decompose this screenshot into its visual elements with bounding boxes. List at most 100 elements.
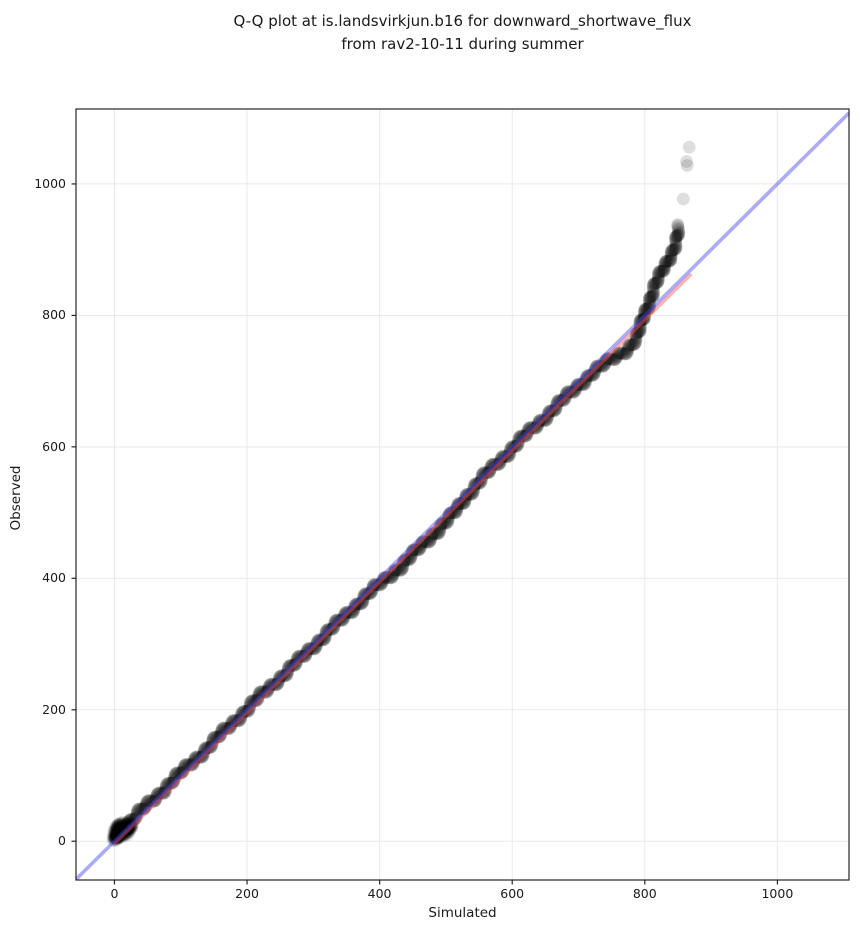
- data-point: [635, 313, 648, 327]
- data-point: [646, 278, 660, 292]
- data-point: [573, 377, 587, 391]
- data-point: [577, 378, 590, 392]
- data-point: [597, 359, 611, 372]
- data-point: [354, 597, 368, 611]
- data-point: [124, 819, 138, 832]
- data-point: [503, 443, 517, 457]
- data-point: [458, 492, 472, 506]
- data-point: [640, 302, 653, 316]
- data-point: [509, 440, 523, 453]
- data-point: [177, 763, 190, 777]
- data-point: [397, 556, 410, 569]
- data-point: [638, 308, 651, 322]
- data-point: [309, 640, 323, 654]
- data-point: [301, 642, 315, 656]
- data-point: [234, 711, 248, 725]
- data-point: [547, 404, 561, 418]
- data-point: [433, 525, 446, 539]
- data-point: [322, 623, 335, 636]
- data-point: [632, 325, 646, 339]
- data-point: [158, 785, 172, 799]
- data-point: [120, 817, 134, 830]
- data-point: [225, 717, 238, 731]
- data-point: [552, 394, 565, 407]
- data-point: [260, 685, 273, 699]
- data-point: [622, 340, 635, 354]
- data-point: [113, 824, 127, 838]
- data-point: [384, 571, 398, 585]
- data-point: [634, 313, 647, 327]
- data-point: [278, 669, 292, 683]
- data-point: [259, 685, 272, 699]
- data-point: [109, 831, 122, 845]
- data-point: [457, 497, 471, 510]
- data-point: [295, 650, 309, 663]
- data-point: [541, 406, 555, 420]
- data-point: [174, 766, 188, 780]
- data-point: [357, 588, 371, 602]
- data-point: [389, 563, 402, 577]
- data-point: [113, 823, 126, 837]
- data-point: [208, 730, 221, 744]
- data-point: [332, 613, 346, 627]
- data-point: [482, 466, 496, 479]
- data-point: [139, 798, 153, 812]
- data-point: [110, 823, 124, 837]
- data-point: [290, 655, 303, 669]
- data-point: [227, 714, 241, 727]
- data-point: [194, 751, 208, 764]
- data-point: [348, 600, 361, 614]
- data-point: [383, 571, 396, 585]
- data-point: [148, 794, 162, 807]
- data-point: [364, 586, 378, 600]
- data-point: [247, 694, 261, 708]
- data-point: [579, 374, 593, 388]
- data-point: [397, 554, 411, 568]
- data-point: [289, 656, 303, 670]
- data-point: [589, 361, 603, 375]
- data-point: [127, 812, 141, 826]
- data-point: [122, 821, 136, 835]
- data-point: [124, 822, 138, 836]
- data-point: [515, 429, 529, 443]
- data-point: [131, 803, 145, 817]
- data-point: [113, 827, 126, 841]
- data-point: [409, 543, 423, 557]
- data-point: [214, 726, 228, 740]
- data-point: [352, 597, 366, 611]
- data-point: [187, 753, 201, 767]
- data-point: [671, 229, 685, 243]
- data-point: [664, 253, 678, 267]
- y-tick-label: 400: [42, 570, 66, 586]
- data-point: [433, 523, 447, 537]
- data-point: [358, 588, 371, 601]
- data-point: [570, 379, 583, 393]
- data-point: [122, 814, 136, 828]
- data-point: [115, 817, 128, 831]
- data-point: [215, 724, 229, 737]
- data-point: [241, 705, 254, 718]
- data-point: [415, 536, 429, 549]
- data-point: [646, 279, 660, 293]
- data-point: [619, 347, 632, 361]
- data-point: [108, 830, 122, 843]
- data-point: [404, 551, 418, 565]
- data-point: [520, 429, 533, 442]
- data-point: [397, 555, 410, 568]
- data-point: [471, 477, 484, 490]
- data-point: [495, 450, 508, 464]
- data-point: [442, 511, 455, 524]
- data-point: [116, 819, 130, 833]
- data-point: [626, 338, 640, 352]
- data-point: [110, 825, 124, 838]
- data-point: [632, 325, 646, 339]
- y-tick-label: 200: [42, 701, 66, 717]
- data-point: [609, 352, 622, 366]
- data-point: [205, 737, 219, 751]
- data-point: [402, 553, 416, 566]
- data-point: [645, 290, 658, 304]
- data-point: [155, 786, 169, 800]
- data-point: [366, 579, 380, 592]
- data-point: [581, 369, 595, 382]
- data-point: [170, 766, 183, 780]
